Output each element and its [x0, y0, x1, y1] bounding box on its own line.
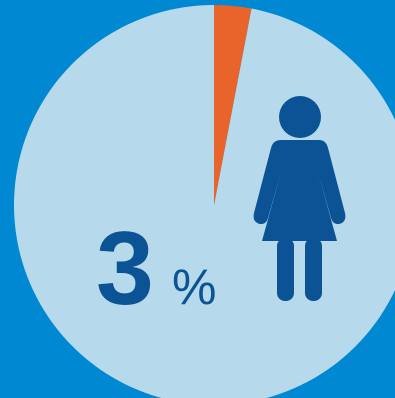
- value-percent-sign: %: [172, 259, 216, 315]
- value-number: 3: [96, 211, 154, 327]
- pie-slice-0: [214, 5, 252, 205]
- woman-icon: [253, 96, 346, 301]
